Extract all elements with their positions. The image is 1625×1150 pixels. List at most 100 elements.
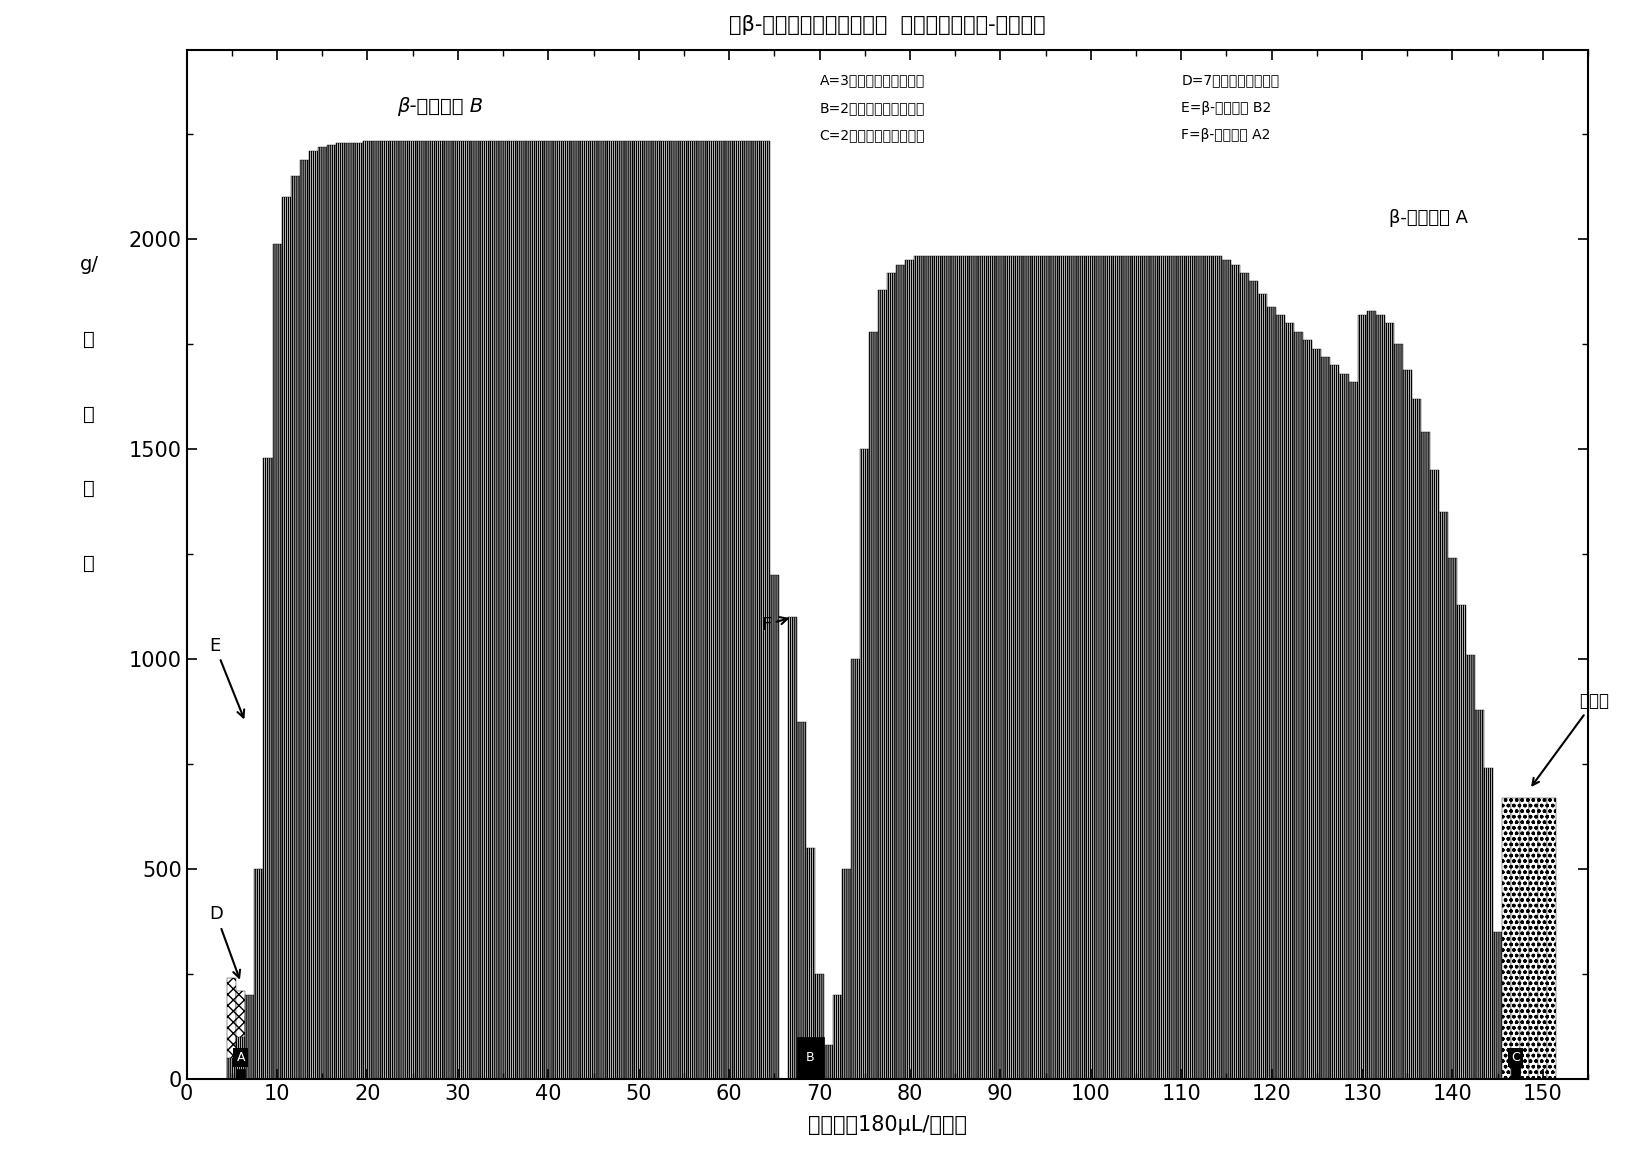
Bar: [344, 143, 354, 1079]
Bar: [707, 140, 715, 1079]
Text: g/: g/: [80, 255, 99, 274]
Bar: [507, 140, 517, 1079]
Text: 分: 分: [83, 405, 96, 423]
Bar: [1194, 256, 1204, 1079]
Bar: [1240, 273, 1250, 1079]
Bar: [336, 143, 344, 1079]
Bar: [788, 618, 796, 1079]
Bar: [644, 140, 652, 1079]
Bar: [1376, 315, 1384, 1079]
Bar: [968, 256, 978, 1079]
Bar: [1466, 656, 1476, 1079]
Bar: [1095, 256, 1105, 1079]
Bar: [1321, 356, 1331, 1079]
Bar: [1131, 256, 1141, 1079]
Bar: [544, 140, 552, 1079]
Text: E=β-乳球蛋白 B2: E=β-乳球蛋白 B2: [1181, 101, 1271, 115]
Bar: [380, 140, 390, 1079]
Bar: [444, 140, 453, 1079]
Bar: [1077, 256, 1086, 1079]
Bar: [887, 273, 897, 1079]
Bar: [390, 140, 400, 1079]
Bar: [1367, 310, 1376, 1079]
Bar: [860, 450, 869, 1079]
Bar: [291, 176, 299, 1079]
Bar: [671, 140, 679, 1079]
Bar: [689, 140, 697, 1079]
Bar: [770, 575, 778, 1079]
Text: C: C: [1511, 1051, 1519, 1065]
Bar: [986, 256, 996, 1079]
Bar: [1149, 256, 1159, 1079]
Bar: [228, 1058, 236, 1079]
Bar: [996, 256, 1004, 1079]
Bar: [1250, 282, 1258, 1079]
Bar: [245, 1017, 255, 1079]
Bar: [1276, 315, 1285, 1079]
Bar: [1141, 256, 1149, 1079]
Text: D=7杂质蛋白质的总和: D=7杂质蛋白质的总和: [1181, 74, 1279, 87]
X-axis label: 馏分数（180μL/馏分）: 馏分数（180μL/馏分）: [808, 1116, 967, 1135]
Text: D: D: [210, 905, 240, 978]
Bar: [1529, 798, 1539, 1079]
Bar: [1484, 768, 1493, 1079]
Bar: [933, 256, 941, 1079]
Bar: [1014, 256, 1024, 1079]
Bar: [263, 458, 273, 1079]
Bar: [281, 198, 291, 1079]
Bar: [228, 979, 236, 1079]
Bar: [1024, 256, 1032, 1079]
Bar: [842, 869, 852, 1079]
Bar: [400, 140, 408, 1079]
Title: 牛β-乳球蛋白混合物的纯化  阴离子交换色谱-置换方式: 牛β-乳球蛋白混合物的纯化 阴离子交换色谱-置换方式: [730, 15, 1045, 34]
Bar: [1349, 382, 1357, 1079]
Bar: [1060, 256, 1068, 1079]
Bar: [905, 260, 915, 1079]
Bar: [816, 1037, 824, 1079]
Bar: [1339, 374, 1349, 1079]
Bar: [752, 140, 760, 1079]
Bar: [299, 160, 309, 1079]
Bar: [471, 140, 481, 1079]
Bar: [236, 1037, 245, 1079]
Bar: [489, 140, 499, 1079]
Bar: [1493, 933, 1502, 1079]
Bar: [1268, 307, 1276, 1079]
Bar: [1159, 256, 1168, 1079]
Bar: [1068, 256, 1077, 1079]
Bar: [436, 140, 444, 1079]
Bar: [1458, 605, 1466, 1079]
Bar: [1294, 331, 1303, 1079]
Bar: [616, 140, 626, 1079]
Bar: [255, 869, 263, 1079]
Bar: [1511, 1053, 1521, 1079]
Bar: [1176, 256, 1186, 1079]
Bar: [1357, 315, 1367, 1079]
Bar: [1511, 798, 1521, 1079]
Bar: [852, 659, 860, 1079]
Bar: [1222, 260, 1232, 1079]
Text: A: A: [237, 1051, 245, 1065]
Text: 浓: 浓: [83, 480, 96, 498]
Bar: [1186, 256, 1194, 1079]
Text: E: E: [210, 637, 244, 718]
Bar: [481, 140, 489, 1079]
Bar: [1050, 256, 1060, 1079]
Bar: [1113, 256, 1123, 1079]
Bar: [725, 140, 733, 1079]
Text: 度: 度: [83, 554, 96, 573]
Bar: [951, 256, 960, 1079]
Bar: [1032, 256, 1042, 1079]
Bar: [915, 256, 923, 1079]
Bar: [1547, 798, 1557, 1079]
Text: B: B: [806, 1051, 814, 1065]
Text: F=β-乳球蛋白 A2: F=β-乳球蛋白 A2: [1181, 128, 1271, 143]
Bar: [679, 140, 689, 1079]
Bar: [1042, 256, 1050, 1079]
Bar: [418, 140, 426, 1079]
Bar: [869, 331, 879, 1079]
Bar: [309, 151, 318, 1079]
Bar: [1402, 369, 1412, 1079]
Bar: [598, 140, 608, 1079]
Bar: [453, 140, 463, 1079]
